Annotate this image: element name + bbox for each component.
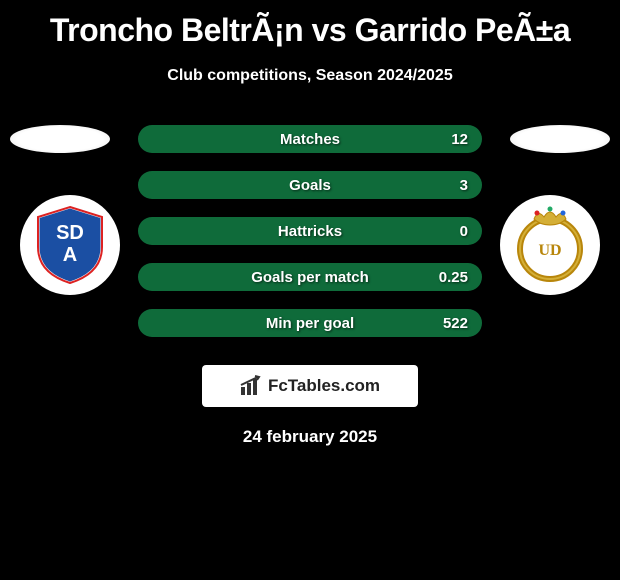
stat-right-value: 0.25 — [439, 269, 468, 286]
brand-box: FcTables.com — [202, 365, 418, 407]
bar-chart-icon — [240, 375, 262, 397]
stat-right-value: 0 — [460, 223, 468, 240]
stat-bar-min-per-goal: Min per goal 522 — [138, 309, 482, 337]
svg-text:UD: UD — [538, 242, 561, 259]
stat-bar-matches: Matches 12 — [138, 125, 482, 153]
stats-bars: Matches 12 Goals 3 Hattricks 0 Goals per… — [138, 125, 482, 337]
stat-label: Goals per match — [251, 269, 369, 286]
page-title: Troncho BeltrÃ¡n vs Garrido PeÃ±a — [0, 0, 620, 49]
svg-text:SD: SD — [56, 222, 84, 244]
stat-right-value: 522 — [443, 315, 468, 332]
royal-crest-icon: UD — [508, 203, 592, 287]
club-badge-right: UD — [500, 195, 600, 295]
club-badge-left: SD A — [20, 195, 120, 295]
comparison-panel: SD A UD Matches 12 Goals 3 Hattricks — [0, 125, 620, 447]
subtitle: Club competitions, Season 2024/2025 — [0, 67, 620, 85]
stat-bar-goals-per-match: Goals per match 0.25 — [138, 263, 482, 291]
svg-text:A: A — [63, 244, 77, 266]
stat-label: Matches — [280, 131, 340, 148]
sda-shield-icon: SD A — [28, 203, 112, 287]
stat-bar-hattricks: Hattricks 0 — [138, 217, 482, 245]
date-label: 24 february 2025 — [0, 427, 620, 447]
player-right-avatar — [510, 125, 610, 153]
brand-text: FcTables.com — [268, 376, 380, 396]
stat-bar-goals: Goals 3 — [138, 171, 482, 199]
stat-right-value: 3 — [460, 177, 468, 194]
stat-label: Min per goal — [266, 315, 354, 332]
stat-label: Hattricks — [278, 223, 342, 240]
player-left-avatar — [10, 125, 110, 153]
stat-label: Goals — [289, 177, 331, 194]
stat-right-value: 12 — [451, 131, 468, 148]
